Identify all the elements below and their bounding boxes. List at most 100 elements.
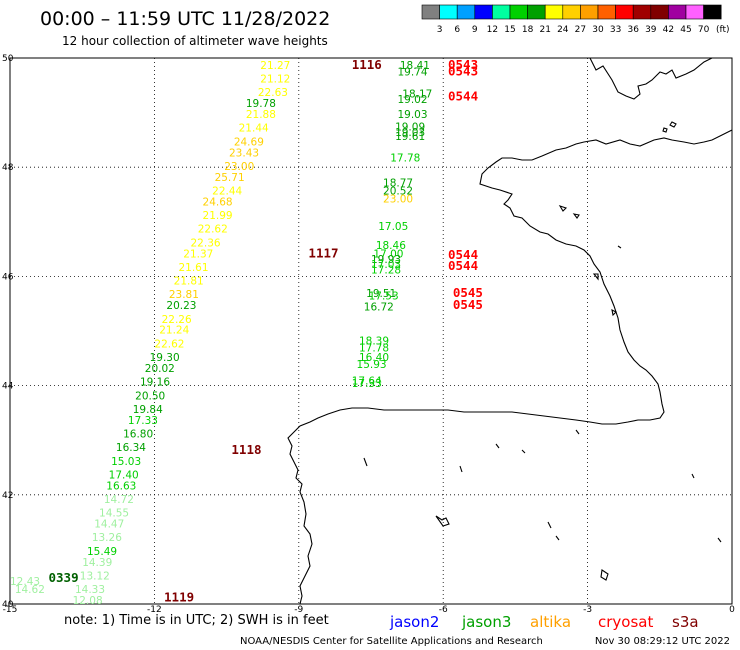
pass-time-label: 1118 bbox=[231, 442, 261, 457]
wave-height-value: 19.03 bbox=[397, 109, 427, 121]
legend-tick-label: 18 bbox=[522, 25, 534, 35]
coastline-france bbox=[287, 129, 733, 605]
legend-tick-label: 45 bbox=[680, 25, 691, 35]
wave-height-value: 15.93 bbox=[357, 359, 387, 371]
lon-label: -3 bbox=[583, 605, 592, 615]
legend-swatch bbox=[597, 4, 616, 20]
legend-swatch bbox=[685, 4, 704, 20]
wave-height-value: 21.44 bbox=[239, 123, 269, 135]
pass-time-label: 0543 bbox=[448, 57, 478, 72]
inland-water bbox=[363, 429, 722, 581]
wave-height-value: 19.30 bbox=[150, 352, 180, 364]
wave-height-value: 14.47 bbox=[94, 519, 124, 531]
wave-height-value: 16.80 bbox=[123, 428, 153, 440]
wave-height-value: 21.24 bbox=[159, 325, 189, 337]
wave-height-value: 21.99 bbox=[203, 210, 233, 222]
wave-height-value: 21.37 bbox=[183, 248, 213, 260]
wave-height-value: 22.62 bbox=[154, 338, 184, 350]
pass-time-label: 1119 bbox=[164, 589, 194, 604]
legend-swatch bbox=[615, 4, 634, 20]
legend-unit: (ft) bbox=[716, 25, 730, 35]
wave-height-value: 16.40 bbox=[359, 352, 389, 364]
wave-height-value: 16.72 bbox=[364, 301, 394, 313]
wave-height-value: 24.68 bbox=[203, 196, 233, 208]
satellite-legend: jason2 jason3 altika cryosat s3a bbox=[389, 613, 699, 631]
legend-swatch bbox=[650, 4, 669, 20]
wave-height-value: 17.33 bbox=[128, 415, 158, 427]
legend-tick-label: 30 bbox=[592, 25, 604, 35]
wave-height-value: 19.51 bbox=[366, 288, 396, 300]
wave-height-value: 15.03 bbox=[111, 456, 141, 468]
wave-height-value: 22.63 bbox=[258, 87, 288, 99]
wave-height-value: 22.62 bbox=[198, 224, 228, 236]
lat-label: 46 bbox=[2, 272, 14, 282]
legend-tick-label: 12 bbox=[487, 25, 498, 35]
wave-height-value: 19.03 bbox=[395, 127, 425, 139]
wave-height-value: 17.40 bbox=[109, 469, 139, 481]
wave-height-value: 16.63 bbox=[106, 480, 136, 492]
wave-height-value: 23.00 bbox=[224, 161, 254, 173]
wave-height-value: 19.16 bbox=[140, 377, 170, 389]
wave-height-value: 23.43 bbox=[229, 147, 259, 159]
legend-tick-label: 42 bbox=[663, 25, 674, 35]
satellite-altika: altika bbox=[530, 613, 571, 631]
wave-height-value: 17.03 bbox=[371, 259, 401, 271]
map-subtitle: 12 hour collection of altimeter wave hei… bbox=[62, 34, 328, 48]
wave-height-value: 23.00 bbox=[383, 194, 413, 206]
footer-agency: NOAA/NESDIS Center for Satellite Applica… bbox=[240, 636, 543, 647]
wave-height-value: 12.08 bbox=[73, 595, 103, 607]
wave-height-value: 22.36 bbox=[191, 237, 221, 249]
pass-time-label: 1117 bbox=[308, 245, 338, 260]
coastline-islands-biscay bbox=[558, 205, 622, 317]
coastline bbox=[287, 57, 733, 605]
legend-swatch bbox=[544, 4, 564, 20]
legend-tick-label: 27 bbox=[575, 25, 586, 35]
wave-height-value: 21.12 bbox=[260, 74, 290, 86]
satellite-jason2: jason2 bbox=[389, 613, 439, 631]
note-text: note: 1) Time is in UTC; 2) SWH is in fe… bbox=[64, 613, 329, 628]
wave-height-value: 22.26 bbox=[162, 314, 192, 326]
coastline-channel-islands bbox=[662, 121, 677, 133]
wave-height-value: 17.00 bbox=[373, 248, 403, 260]
wave-height-value: 16.34 bbox=[116, 442, 146, 454]
legend-tick-label: 39 bbox=[645, 25, 657, 35]
satellite-cryosat: cryosat bbox=[598, 613, 653, 631]
legend-tick-label: 36 bbox=[627, 25, 639, 35]
wave-height-value: 19.93 bbox=[371, 254, 401, 266]
legend-swatch bbox=[509, 4, 528, 20]
wave-height-value: 23.81 bbox=[169, 289, 199, 301]
map-frame bbox=[9, 57, 733, 605]
pass-time-label: 0544 bbox=[448, 89, 478, 104]
lon-label: -6 bbox=[439, 605, 448, 615]
axis-labels: 50 48 46 44 42 40-15 -12 -9 -6 -3 0 bbox=[2, 54, 735, 615]
lon-label: 0 bbox=[729, 605, 735, 615]
legend-tick-label: 70 bbox=[698, 25, 710, 35]
wave-height-value: 24.69 bbox=[234, 136, 264, 148]
legend-swatch bbox=[703, 4, 722, 20]
pass-time-label: 0339 bbox=[49, 570, 79, 585]
wave-height-value: 12.43 bbox=[10, 576, 40, 588]
wave-height-value: 18.41 bbox=[400, 60, 430, 72]
wave-height-value: 14.39 bbox=[82, 557, 112, 569]
legend-swatch bbox=[580, 4, 599, 20]
wave-height-value: 17.64 bbox=[352, 376, 382, 388]
legend-swatch bbox=[421, 4, 440, 20]
wave-height-value: 19.84 bbox=[133, 404, 163, 416]
wave-height-value: 14.55 bbox=[99, 508, 129, 520]
legend-swatch bbox=[474, 4, 493, 20]
legend-tick-label: 6 bbox=[454, 25, 460, 35]
wave-height-value: 15.49 bbox=[87, 546, 117, 558]
wave-height-value: 17.78 bbox=[359, 343, 389, 355]
wave-height-value: 21.27 bbox=[260, 60, 290, 72]
lat-label: 40 bbox=[2, 600, 14, 610]
lat-label: 48 bbox=[2, 163, 14, 173]
pass-times: 1116111711181119033905430543054405440544… bbox=[49, 57, 483, 604]
legend-tick-label: 15 bbox=[504, 25, 515, 35]
color-legend: 3 6 9 12 15 18 21 24 27 30 33 36 39 42 45 70 bbox=[421, 4, 722, 35]
wave-height-value: 17.05 bbox=[378, 221, 408, 233]
satellite-jason3: jason3 bbox=[461, 613, 511, 631]
legend-swatch bbox=[632, 4, 652, 20]
legend-swatch bbox=[668, 4, 687, 20]
wave-height-value: 21.81 bbox=[174, 276, 204, 288]
